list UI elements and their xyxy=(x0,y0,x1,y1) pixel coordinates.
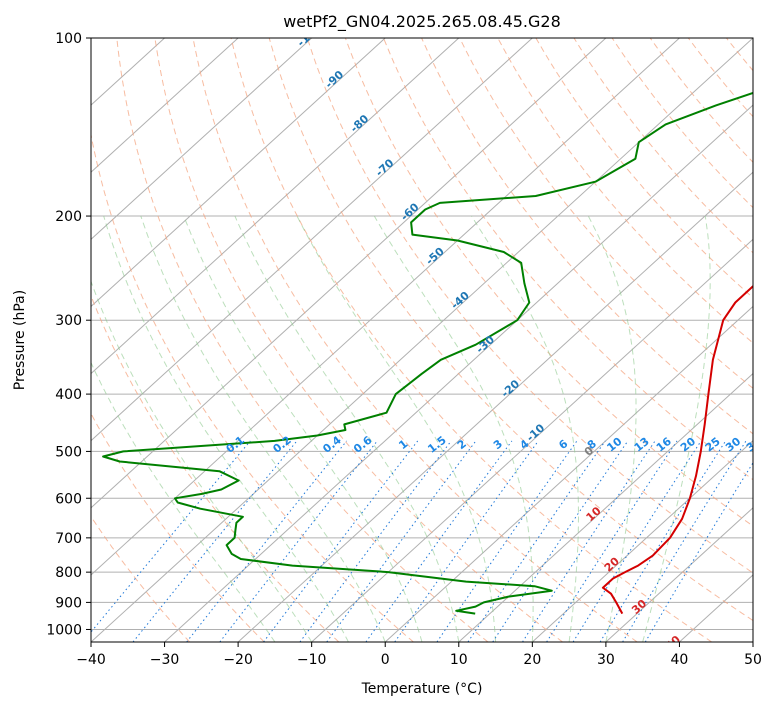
y-tick-label: 900 xyxy=(55,595,82,611)
isotherm-line xyxy=(311,238,753,642)
x-axis-label: Temperature (°C) xyxy=(361,681,483,697)
mixing-ratio-line xyxy=(622,440,747,642)
dry-adiabat-line xyxy=(230,38,713,642)
x-tick-label: −20 xyxy=(223,652,253,668)
x-tick-label: −10 xyxy=(297,652,327,668)
dry-adiabat-line xyxy=(91,294,340,642)
mixing-ratio-line xyxy=(644,461,753,642)
x-tick-label: 10 xyxy=(450,652,468,668)
isotherm-line xyxy=(605,507,753,642)
isotherm-label: -100 xyxy=(295,21,324,49)
moist-adiabat-line xyxy=(296,215,497,642)
isotherm-line xyxy=(91,38,239,173)
moist-adiabat-line xyxy=(373,215,534,642)
x-tick-label: 30 xyxy=(597,652,615,668)
dry-adiabat-line xyxy=(192,38,638,642)
moist-adiabat-line xyxy=(642,215,711,642)
dry-adiabat-line xyxy=(344,38,753,527)
mixing-ratio-line xyxy=(365,440,513,642)
x-tick-label: 0 xyxy=(381,652,390,668)
dry-adiabat-line xyxy=(116,38,489,642)
isotherm-line xyxy=(531,439,753,642)
mixing-ratio-line xyxy=(522,440,656,642)
isotherm-line xyxy=(91,38,386,308)
x-tick-label: −40 xyxy=(76,652,106,668)
mixing-ratio-line xyxy=(132,440,298,642)
moist-adiabat-line xyxy=(234,215,460,642)
dewpoint-line xyxy=(102,91,753,615)
x-tick-label: −30 xyxy=(150,652,180,668)
dry-adiabat-line xyxy=(154,38,563,642)
moist-adiabat-line xyxy=(91,361,276,642)
y-tick-label: 400 xyxy=(55,387,82,403)
temperature-line xyxy=(601,284,753,615)
plot-frame xyxy=(90,37,754,643)
axis-layer: −40 −30 −20 −10 0 10 20 30 40 50 100 200 300 400 500 60… xyxy=(46,31,762,668)
mixing-ratio-line xyxy=(599,440,727,642)
y-tick-label: 1000 xyxy=(46,622,82,638)
y-tick-label: 600 xyxy=(55,491,82,507)
moist-adiabat-line xyxy=(91,280,313,642)
series-layer xyxy=(102,91,753,615)
dry-adiabat-line xyxy=(91,412,265,642)
isotherm-label: 40 xyxy=(663,633,683,653)
isotherm-line xyxy=(458,372,753,642)
isotherm-line xyxy=(91,38,607,509)
mixing-ratio-line xyxy=(91,440,251,633)
dry-adiabat-line xyxy=(91,132,414,642)
y-tick-label: 100 xyxy=(55,31,82,47)
y-tick-label: 700 xyxy=(55,531,82,547)
mixing-ratio-line xyxy=(572,440,702,642)
moist-adiabat-line xyxy=(140,215,386,642)
isopleth-layer xyxy=(91,38,753,642)
moist-adiabat-line xyxy=(587,215,637,642)
dry-adiabat-line xyxy=(268,38,753,622)
chart-title: wetPf2_GN04.2025.265.08.45.G28 xyxy=(283,12,561,32)
mixing-ratio-line xyxy=(394,440,539,642)
isotherm-line xyxy=(91,38,460,375)
isotherm-line xyxy=(164,104,753,642)
y-tick-label: 800 xyxy=(55,565,82,581)
y-tick-label: 500 xyxy=(55,444,82,460)
mixing-ratio-label: 36 xyxy=(744,435,764,455)
dry-adiabat-line xyxy=(91,515,191,642)
grid-layer xyxy=(91,38,753,642)
isotherm-line xyxy=(91,38,680,576)
isotherm-line xyxy=(91,38,533,442)
y-axis-label: Pressure (hPa) xyxy=(12,290,28,390)
y-tick-label: 300 xyxy=(55,313,82,329)
moist-adiabat-line xyxy=(471,215,579,642)
x-tick-label: 20 xyxy=(523,652,541,668)
x-tick-label: 50 xyxy=(744,652,762,668)
isotherm-line xyxy=(237,171,753,642)
y-tick-label: 200 xyxy=(55,209,82,225)
x-tick-label: 40 xyxy=(671,652,689,668)
isotherm-line xyxy=(91,38,313,241)
isotherm-line xyxy=(384,305,753,642)
mixing-ratio-line xyxy=(263,440,419,642)
dry-adiabat-line xyxy=(306,38,753,574)
